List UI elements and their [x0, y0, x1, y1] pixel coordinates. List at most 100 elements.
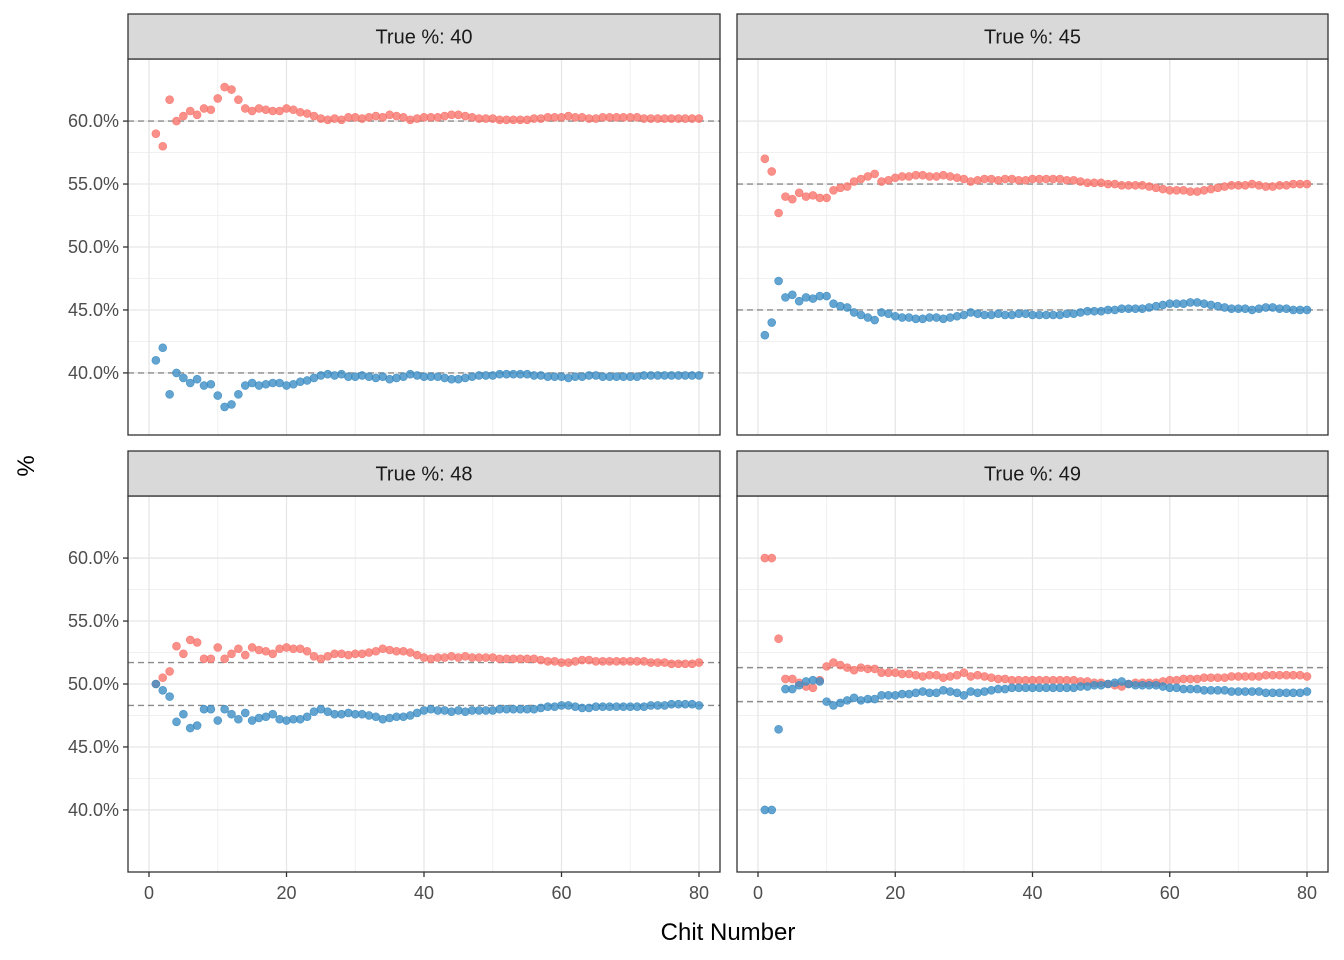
data-point [959, 691, 969, 700]
data-point [870, 694, 879, 704]
x-tick-label: 40 [1022, 883, 1042, 903]
data-point [234, 390, 243, 399]
y-tick-label: 50.0% [68, 237, 119, 257]
data-point [822, 291, 831, 301]
data-point [767, 318, 777, 327]
data-point [815, 677, 825, 686]
data-point [179, 709, 188, 719]
data-point [206, 105, 216, 115]
data-point [172, 368, 181, 378]
data-point [192, 721, 202, 730]
data-point [1302, 687, 1312, 696]
data-point [213, 643, 223, 652]
data-point [794, 680, 804, 690]
x-tick-label: 20 [276, 883, 296, 903]
data-point [151, 129, 161, 138]
data-point [165, 692, 174, 701]
data-point [870, 664, 879, 674]
data-point [774, 208, 783, 218]
data-point [774, 276, 783, 286]
data-point [158, 343, 168, 353]
data-point [870, 169, 879, 179]
data-point [788, 674, 797, 684]
facet-strip [736, 450, 1329, 497]
facet-strip [736, 13, 1329, 60]
data-point [192, 110, 202, 120]
y-axis-title: % [13, 455, 40, 476]
data-point [822, 662, 831, 671]
data-point [158, 141, 168, 151]
data-point [788, 684, 797, 694]
data-point [767, 167, 777, 176]
facet-strip-label: True %: 45 [984, 27, 1081, 49]
data-point [767, 805, 777, 815]
x-tick-label: 20 [885, 883, 905, 903]
data-point [302, 646, 312, 656]
data-point [227, 400, 236, 409]
data-point [1302, 179, 1312, 189]
data-point [158, 685, 168, 695]
data-point [172, 641, 181, 651]
facet-panel: True %: 45 [736, 13, 1329, 436]
data-point [842, 182, 852, 191]
data-point [788, 290, 797, 300]
data-point [822, 193, 831, 203]
data-point [185, 106, 195, 116]
data-point [179, 111, 188, 121]
data-point [220, 654, 229, 664]
facet-panel: True %: 49 0 20 40 60 80 [736, 450, 1329, 903]
x-tick-label: 60 [551, 883, 571, 903]
y-tick-label: 45.0% [68, 300, 119, 320]
data-point [213, 391, 223, 400]
facet-panel: True %: 48 40.0% 45.0% 50.0% 55.0% 60.0% 0 20 40… [68, 450, 721, 903]
data-point [760, 330, 770, 340]
data-point [694, 701, 704, 710]
y-tick-label: 40.0% [68, 363, 119, 383]
y-tick-label: 45.0% [68, 737, 119, 757]
data-point [822, 697, 831, 706]
data-point [694, 658, 704, 667]
data-point [774, 634, 783, 643]
data-point [788, 194, 797, 204]
data-point [185, 378, 195, 388]
data-point [179, 649, 188, 659]
x-tick-label: 0 [753, 883, 763, 903]
data-point [808, 683, 818, 693]
data-point [959, 668, 969, 677]
y-tick-label: 40.0% [68, 800, 119, 820]
data-point [694, 114, 704, 123]
data-point [151, 679, 161, 689]
data-point [192, 638, 202, 647]
data-point [240, 650, 250, 660]
data-point [234, 95, 243, 104]
y-tick-label: 60.0% [68, 111, 119, 131]
data-point [151, 356, 161, 365]
data-point [268, 709, 278, 719]
data-point [206, 379, 216, 389]
data-point [172, 717, 181, 727]
data-point [870, 315, 879, 325]
data-point [694, 371, 704, 380]
data-point [234, 714, 243, 724]
x-axis-title: Chit Number [661, 919, 796, 946]
data-point [206, 704, 216, 714]
y-tick-label: 50.0% [68, 674, 119, 694]
data-point [240, 708, 250, 718]
data-point [1302, 305, 1312, 315]
data-point [302, 712, 312, 722]
y-tick-label: 55.0% [68, 174, 119, 194]
facet-panels: True %: 4040.0%45.0%50.0%55.0%60.0%True … [68, 13, 1329, 903]
data-point [206, 654, 216, 664]
data-point [794, 296, 804, 306]
data-point [234, 644, 243, 654]
facet-strip [127, 13, 721, 60]
facet-strip-label: True %: 48 [375, 464, 472, 486]
facet-panel: True %: 40 40.0% 45.0% 50.0% 55.0% 60.0% [68, 13, 721, 436]
data-point [774, 725, 783, 734]
data-point [760, 154, 770, 164]
data-point [213, 94, 223, 103]
data-point [227, 85, 236, 94]
data-point [220, 704, 229, 714]
data-point [165, 95, 174, 104]
